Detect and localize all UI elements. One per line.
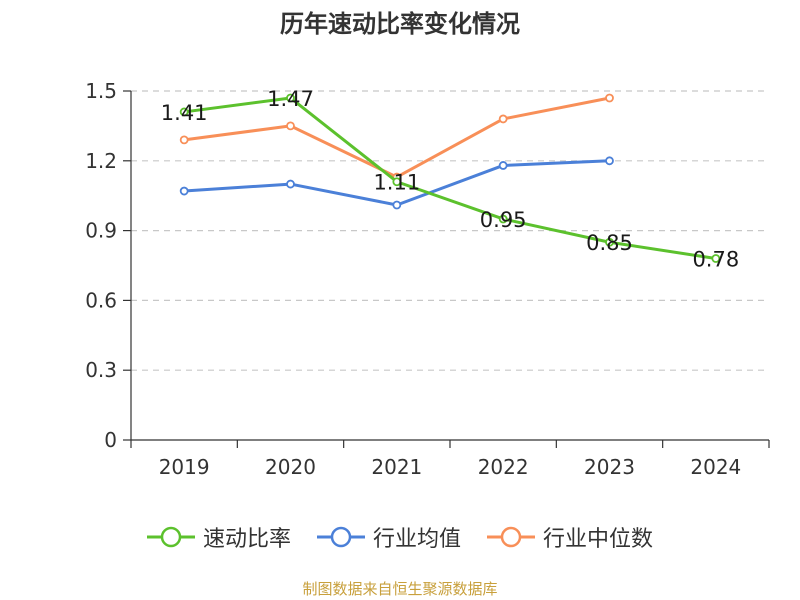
data-label: 0.95: [480, 208, 527, 232]
y-tick-label: 0: [104, 428, 117, 452]
data-label: 1.47: [267, 87, 314, 111]
y-tick-label: 1.5: [85, 79, 117, 103]
legend-label: 速动比率: [202, 527, 291, 552]
data-point: [605, 93, 614, 103]
y-tick-label: 0.9: [85, 219, 117, 243]
x-tick-label: 2021: [371, 455, 422, 479]
data-point: [711, 254, 721, 263]
data-point: [498, 214, 508, 224]
x-tick-label: 2020: [265, 455, 316, 479]
legend-item[interactable]: 速动比率: [146, 521, 291, 553]
x-tick-label: 2024: [690, 455, 741, 479]
legend-line-icon: [487, 526, 535, 548]
data-label: 0.85: [586, 231, 633, 255]
legend-label: 行业均值: [372, 527, 461, 552]
y-tick-label: 0.3: [85, 358, 117, 382]
data-point: [605, 156, 614, 166]
grid-lines: [131, 90, 769, 371]
legend-line-icon: [316, 526, 365, 548]
data-point: [179, 107, 189, 117]
x-tick-label: 2023: [584, 455, 635, 479]
axes: 0 0.3 0.6 0.9 1.2 1.5 2019 2020 2021 2022 2023 2024: [85, 79, 770, 479]
data-label: 0.78: [692, 248, 739, 272]
data-point: [392, 177, 402, 187]
data-point: [179, 186, 189, 196]
x-tick-label: 2019: [159, 455, 210, 479]
legend-item[interactable]: 行业中位数: [487, 521, 653, 553]
data-point: [392, 200, 402, 210]
data-point: [605, 237, 614, 247]
legend-line-icon: [146, 526, 195, 548]
legend-label: 行业中位数: [543, 527, 654, 552]
chart-title: 历年速动比率变化情况: [280, 10, 520, 38]
series-line: [183, 96, 610, 179]
x-tick-label: 2022: [478, 455, 529, 479]
legend: 速动比率 行业均值 行业中位数: [0, 520, 800, 554]
data-point: [179, 135, 189, 145]
data-label: 1.11: [373, 171, 420, 195]
data-point: [498, 114, 508, 124]
y-tick-label: 1.2: [85, 149, 117, 173]
data-label: 1.41: [161, 101, 208, 125]
data-point: [498, 161, 508, 170]
y-tick-label: 0.6: [85, 288, 117, 312]
data-labels: 1.41 1.47 1.11 0.95 0.85 0.78: [161, 87, 739, 272]
data-point: [286, 179, 295, 189]
source-note: 制图数据来自恒生聚源数据库: [302, 580, 498, 598]
series-line: [183, 96, 717, 261]
data-point: [286, 93, 295, 103]
data-point: [286, 121, 295, 131]
legend-item[interactable]: 行业均值: [316, 521, 461, 553]
series-lines: [179, 93, 721, 263]
